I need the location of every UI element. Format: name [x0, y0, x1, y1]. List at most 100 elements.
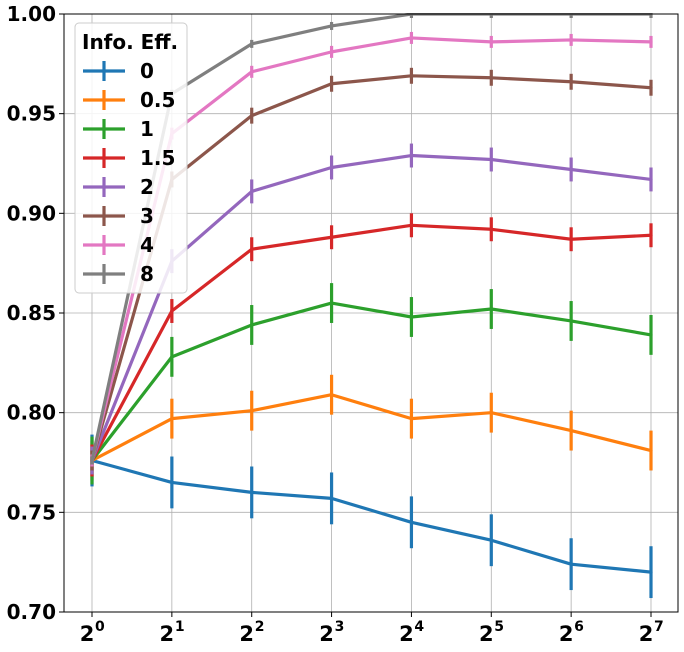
legend: Info. Eff. 0 0.5 1 1.5 2 3 4 8: [74, 22, 188, 294]
legend-label: 3: [140, 204, 154, 228]
y-tick-label: 0.85: [7, 301, 56, 325]
legend-item: 2: [83, 175, 154, 199]
data-point: [250, 323, 254, 327]
x-tick-exponent: 1: [175, 619, 185, 635]
x-tick-exponent: 7: [654, 619, 664, 635]
data-point: [649, 40, 653, 44]
data-point: [170, 309, 174, 313]
legend-item: 4: [83, 233, 154, 257]
legend-label: 0: [140, 59, 154, 83]
series-0: [90, 434, 653, 599]
y-tick-label: 0.75: [7, 500, 56, 524]
data-point: [569, 237, 573, 241]
data-point: [170, 417, 174, 421]
x-tick-base: 2: [319, 622, 334, 646]
x-tick-base: 2: [639, 622, 654, 646]
data-point: [649, 570, 653, 574]
series-0.5: [90, 374, 653, 481]
data-point: [489, 538, 493, 542]
data-point: [250, 70, 254, 74]
legend-label: 4: [140, 233, 154, 257]
data-point: [569, 319, 573, 323]
x-tick-exponent: 4: [414, 619, 424, 635]
data-point: [489, 307, 493, 311]
data-point: [329, 496, 334, 500]
legend-item: 0: [83, 59, 154, 83]
legend-label: 0.5: [140, 88, 175, 112]
y-tick-label: 0.90: [7, 201, 56, 225]
data-point: [329, 24, 334, 28]
legend-label: 8: [140, 262, 154, 286]
data-point: [649, 86, 653, 90]
legend-item: 1.5: [83, 146, 175, 170]
series-line: [90, 301, 652, 462]
legend-label: 1: [140, 117, 154, 141]
data-point: [569, 429, 573, 433]
data-point: [569, 80, 573, 84]
legend-label: 1.5: [140, 146, 175, 170]
data-point: [489, 76, 493, 80]
x-tick-exponent: 0: [95, 619, 105, 635]
x-tick-exponent: 5: [494, 619, 504, 635]
data-point: [329, 301, 334, 305]
data-point: [329, 165, 334, 170]
x-tick-base: 2: [80, 622, 95, 646]
legend-item: 0.5: [83, 88, 175, 112]
data-point: [409, 153, 414, 158]
data-point: [250, 247, 254, 251]
legend-title: Info. Eff.: [82, 30, 178, 54]
x-tick-base: 2: [559, 622, 574, 646]
data-point: [409, 315, 414, 319]
data-point: [409, 36, 414, 40]
x-tick-exponent: 3: [335, 619, 345, 635]
data-point: [569, 167, 573, 172]
data-point: [649, 333, 653, 337]
data-point: [489, 40, 493, 44]
data-point: [250, 409, 254, 413]
y-tick-label: 0.95: [7, 102, 56, 126]
data-point: [569, 562, 573, 566]
legend-item: 3: [83, 204, 154, 228]
x-tick-exponent: 6: [574, 619, 584, 635]
y-tick-label: 0.80: [7, 401, 56, 425]
series-line: [91, 393, 652, 462]
data-point: [170, 480, 174, 485]
data-point: [409, 417, 414, 421]
y-tick-label: 0.70: [7, 600, 56, 624]
data-point: [489, 411, 493, 415]
data-point: [250, 42, 254, 46]
data-point: [489, 157, 493, 162]
data-point: [649, 177, 653, 182]
data-point: [489, 227, 493, 231]
data-point: [329, 393, 334, 397]
data-point: [90, 458, 94, 463]
x-tick-base: 2: [479, 622, 494, 646]
x-tick-base: 2: [399, 622, 414, 646]
data-point: [649, 233, 653, 237]
data-point: [329, 235, 334, 239]
data-point: [409, 520, 414, 524]
data-point: [250, 189, 254, 194]
data-point: [250, 114, 254, 118]
legend-item: 8: [83, 262, 154, 286]
series-line: [91, 458, 652, 574]
data-point: [329, 82, 334, 86]
x-tick-base: 2: [239, 622, 254, 646]
x-tick-exponent: 2: [255, 619, 265, 635]
data-point: [409, 74, 414, 78]
legend-label: 2: [140, 175, 154, 199]
data-point: [409, 223, 414, 227]
data-point: [329, 50, 334, 54]
y-tick-label: 1.00: [7, 2, 56, 26]
axes: 0.700.750.800.850.900.951.002 0 2 1 2 2 2 3 2 4 2 5…: [7, 2, 664, 646]
